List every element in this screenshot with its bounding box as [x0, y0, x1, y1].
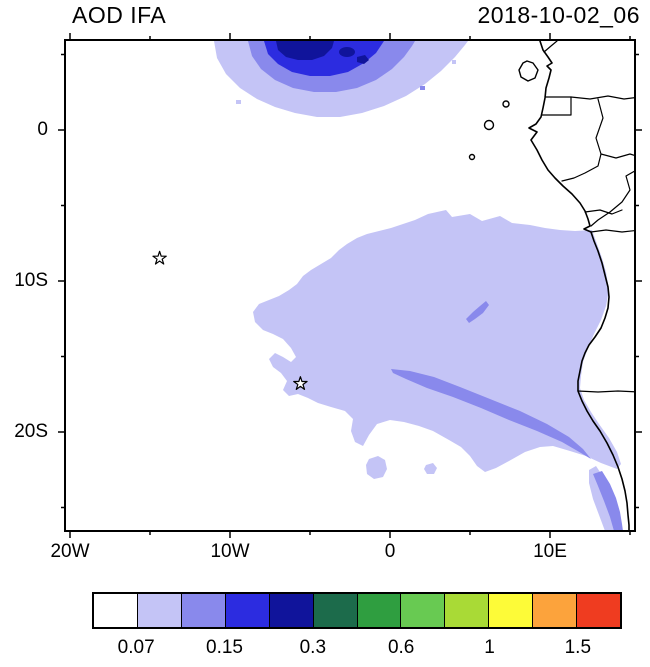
- contour-north-core-band4: [339, 47, 355, 57]
- colorbar-cell: [313, 594, 358, 627]
- contour-speckle-band1: [452, 60, 456, 64]
- y-tick-label: 0: [37, 119, 48, 140]
- plot-timestamp: 2018-10-02_06: [477, 2, 640, 28]
- coastline-and-borders: [468, 41, 634, 530]
- colorbar-tick-label: 1.5: [564, 637, 592, 658]
- colorbar-cell: [357, 594, 402, 627]
- colorbar-cell: [445, 594, 490, 627]
- country-border: [577, 390, 634, 393]
- contour-speckle-band1: [236, 100, 241, 104]
- colorbar: [92, 592, 622, 629]
- contour-north-core-band4: [357, 55, 369, 64]
- island-annobon: [468, 153, 476, 161]
- star-marker: [152, 250, 167, 265]
- island-bioko: [518, 60, 539, 82]
- contour-south-sheet-band1: [253, 210, 621, 472]
- country-border: [570, 95, 634, 100]
- country-border: [590, 229, 634, 233]
- map-frame: [64, 39, 636, 532]
- aod-contour-fills: [214, 41, 623, 530]
- colorbar-cell: [533, 594, 578, 627]
- colorbar-cell: [94, 594, 138, 627]
- contour-north-core-band4: [276, 41, 334, 60]
- y-tick-label: 10S: [14, 270, 48, 291]
- contour-speckle-band2: [420, 86, 425, 90]
- island-sao-tome: [483, 119, 495, 131]
- x-tick-label: 20W: [50, 541, 90, 562]
- colorbar-cell: [225, 594, 270, 627]
- colorbar-cell: [489, 594, 534, 627]
- country-border: [600, 153, 634, 159]
- colorbar-cell: [401, 594, 446, 627]
- colorbar-cell: [577, 594, 621, 627]
- star-marker: [293, 376, 308, 390]
- country-border: [584, 209, 623, 215]
- island-principe: [502, 100, 510, 108]
- africa-coastline: [528, 41, 630, 530]
- contour-diagonal-streak-band2: [391, 369, 591, 459]
- country-border: [543, 41, 558, 53]
- colorbar-cell: [181, 594, 226, 627]
- contour-small-blob-band1: [424, 463, 437, 474]
- country-border: [590, 170, 634, 227]
- plot-title: AOD IFA: [72, 2, 167, 28]
- x-tick-label: 10E: [533, 541, 567, 562]
- contour-small-blob-band1: [366, 456, 387, 479]
- colorbar-cell: [137, 594, 182, 627]
- star-markers: [152, 250, 308, 390]
- contour-coastal-strip-band2: [593, 471, 623, 530]
- colorbar-tick-label: 0.3: [299, 637, 327, 658]
- y-tick-label: 20S: [14, 421, 48, 442]
- x-tick-label: 10W: [210, 541, 250, 562]
- x-tick-label: 0: [384, 541, 396, 562]
- contour-offshore-patch-band2: [466, 301, 489, 323]
- country-border: [541, 96, 572, 116]
- colorbar-tick-label: 0.6: [387, 637, 415, 658]
- country-border: [561, 98, 604, 182]
- colorbar-cell: [269, 594, 314, 627]
- colorbar-tick-label: 1: [484, 637, 495, 658]
- colorbar-tick-label: 0.07: [117, 637, 155, 658]
- colorbar-tick-label: 0.15: [206, 637, 243, 658]
